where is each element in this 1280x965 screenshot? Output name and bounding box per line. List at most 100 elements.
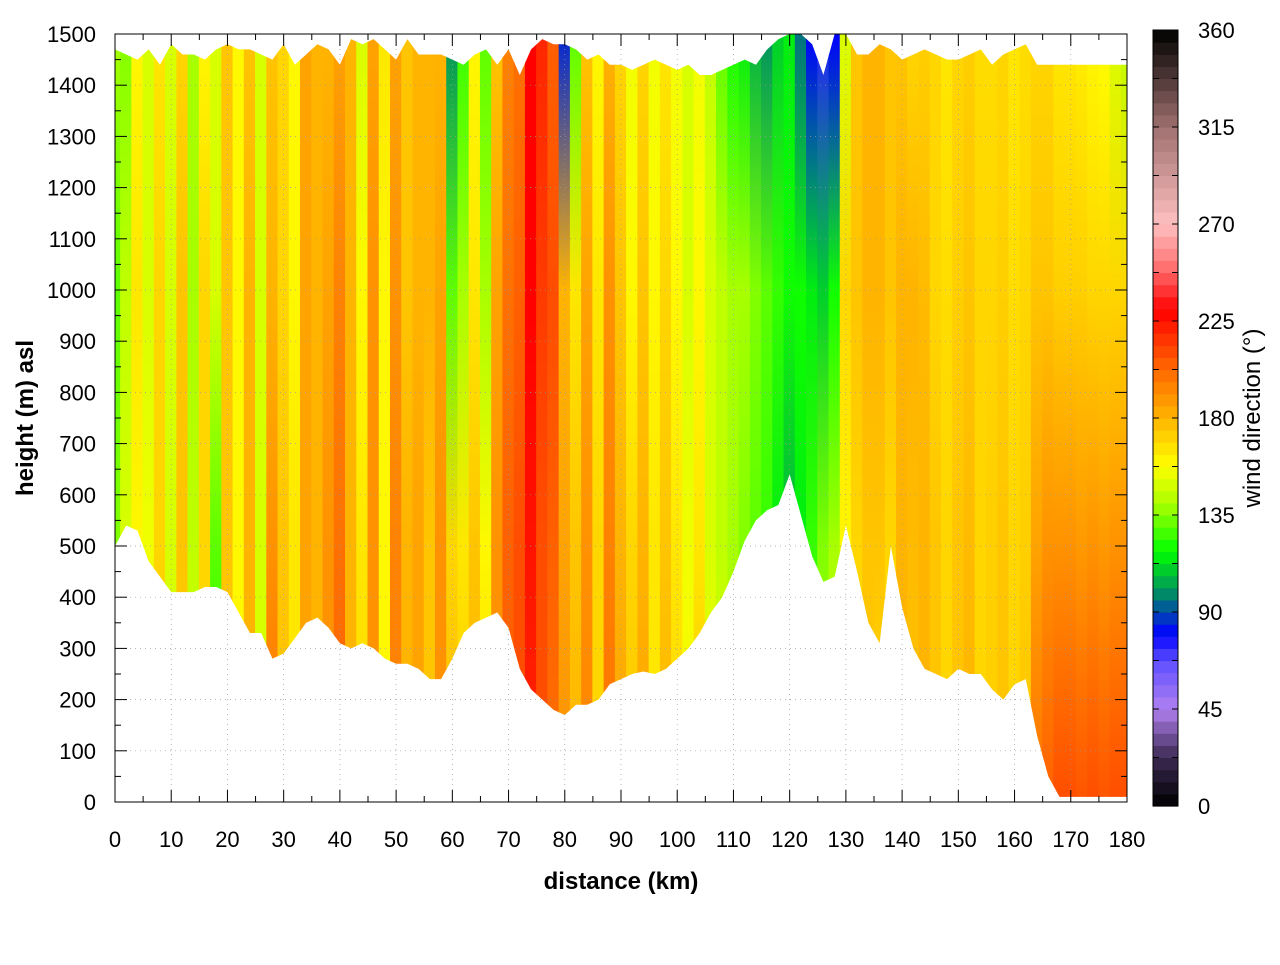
x-tick-label: 40 bbox=[328, 827, 352, 852]
colorbar-swatch bbox=[1153, 733, 1178, 746]
data-column bbox=[457, 34, 470, 797]
colorbar-swatch bbox=[1153, 781, 1178, 795]
colorbar-swatch bbox=[1153, 272, 1178, 286]
x-tick-label: 130 bbox=[828, 827, 865, 852]
colorbar-swatch bbox=[1153, 199, 1178, 213]
colorbar-label: wind direction (°) bbox=[1239, 329, 1266, 509]
colorbar-swatch bbox=[1153, 599, 1178, 613]
colorbar-swatch bbox=[1153, 769, 1178, 783]
data-column bbox=[153, 34, 167, 797]
data-column bbox=[198, 34, 212, 797]
y-tick-label: 1500 bbox=[47, 22, 96, 47]
y-tick-label: 1400 bbox=[47, 73, 96, 98]
data-column bbox=[322, 34, 335, 797]
colorbar-swatch bbox=[1153, 236, 1178, 249]
data-column bbox=[1098, 34, 1111, 797]
colorbar-swatch bbox=[1153, 709, 1178, 722]
data-column bbox=[210, 34, 223, 797]
colorbar-swatch bbox=[1153, 636, 1178, 649]
data-column bbox=[502, 34, 515, 797]
colorbar-swatch bbox=[1153, 405, 1178, 419]
colorbar bbox=[1152, 29, 1179, 807]
data-column bbox=[626, 34, 639, 797]
y-tick-label: 500 bbox=[59, 534, 96, 559]
y-tick-label: 1000 bbox=[47, 278, 96, 303]
y-tick-label: 700 bbox=[59, 432, 96, 457]
colorbar-swatch bbox=[1153, 745, 1178, 759]
y-axis-label: height (m) asl bbox=[12, 340, 39, 496]
data-column bbox=[637, 34, 650, 797]
data-column bbox=[255, 34, 268, 797]
colorbar-swatch bbox=[1153, 454, 1178, 468]
colorbar-tick-label: 225 bbox=[1198, 309, 1235, 334]
x-tick-label: 20 bbox=[215, 827, 239, 852]
colorbar-swatch bbox=[1153, 54, 1178, 67]
data-column bbox=[412, 34, 425, 797]
colorbar-swatch bbox=[1153, 369, 1178, 383]
data-column bbox=[873, 34, 886, 797]
data-column bbox=[1087, 34, 1100, 797]
colorbar-swatch bbox=[1153, 672, 1178, 686]
data-column bbox=[142, 34, 155, 797]
x-tick-label: 150 bbox=[940, 827, 977, 852]
data-column bbox=[884, 34, 897, 797]
data-column bbox=[985, 34, 999, 797]
data-column bbox=[187, 34, 200, 797]
x-tick-label: 120 bbox=[771, 827, 808, 852]
x-tick-label: 140 bbox=[884, 827, 921, 852]
x-axis-label: distance (km) bbox=[544, 868, 699, 895]
data-column bbox=[940, 34, 954, 797]
colorbar-tick-label: 315 bbox=[1198, 115, 1235, 140]
data-column bbox=[434, 34, 448, 797]
colorbar-swatch bbox=[1153, 648, 1178, 662]
colorbar-swatch bbox=[1153, 30, 1178, 43]
x-tick-label: 30 bbox=[271, 827, 295, 852]
y-tick-label: 1300 bbox=[47, 124, 96, 149]
colorbar-swatch bbox=[1153, 575, 1178, 589]
colorbar-swatch bbox=[1153, 502, 1178, 516]
data-column bbox=[952, 34, 965, 797]
colorbar-tick-label: 180 bbox=[1198, 406, 1235, 431]
colorbar-tick-label: 135 bbox=[1198, 503, 1235, 528]
data-column bbox=[1109, 34, 1122, 797]
y-tick-label: 200 bbox=[59, 688, 96, 713]
data-column bbox=[974, 34, 987, 797]
data-column bbox=[558, 34, 571, 797]
data-column bbox=[243, 34, 257, 797]
data-column bbox=[1064, 34, 1077, 797]
y-tick-label: 100 bbox=[59, 739, 96, 764]
data-column bbox=[468, 34, 481, 797]
colorbar-swatch bbox=[1153, 127, 1178, 140]
data-column bbox=[266, 34, 279, 797]
grid-lines bbox=[114, 33, 1128, 803]
colorbar-swatch bbox=[1153, 296, 1178, 310]
colorbar-swatch bbox=[1153, 102, 1178, 116]
colorbar-swatch bbox=[1153, 418, 1178, 431]
colorbar-swatch bbox=[1153, 333, 1178, 346]
colorbar-swatch bbox=[1153, 345, 1178, 358]
data-column bbox=[311, 34, 324, 797]
data-column bbox=[333, 34, 347, 797]
data-column bbox=[524, 34, 538, 797]
data-column bbox=[817, 34, 830, 797]
colorbar-swatch bbox=[1153, 211, 1178, 225]
colorbar-swatch bbox=[1153, 66, 1178, 80]
data-column bbox=[356, 34, 369, 797]
data-column bbox=[772, 34, 785, 797]
data-column bbox=[277, 34, 290, 797]
data-column bbox=[1042, 34, 1055, 797]
data-column bbox=[378, 34, 391, 797]
data-column bbox=[479, 34, 493, 797]
data-column bbox=[659, 34, 673, 797]
data-column bbox=[300, 34, 313, 797]
colorbar-swatch bbox=[1153, 539, 1178, 552]
colorbar-swatch bbox=[1153, 624, 1178, 637]
y-tick-label: 1100 bbox=[49, 227, 96, 252]
heatmap-field bbox=[115, 34, 1127, 797]
data-column bbox=[569, 34, 583, 797]
colorbar-swatch bbox=[1153, 466, 1178, 480]
colorbar-swatch bbox=[1153, 612, 1178, 625]
colorbar-swatch bbox=[1153, 381, 1178, 395]
x-tick-label: 90 bbox=[609, 827, 633, 852]
colorbar-swatch bbox=[1153, 478, 1178, 492]
